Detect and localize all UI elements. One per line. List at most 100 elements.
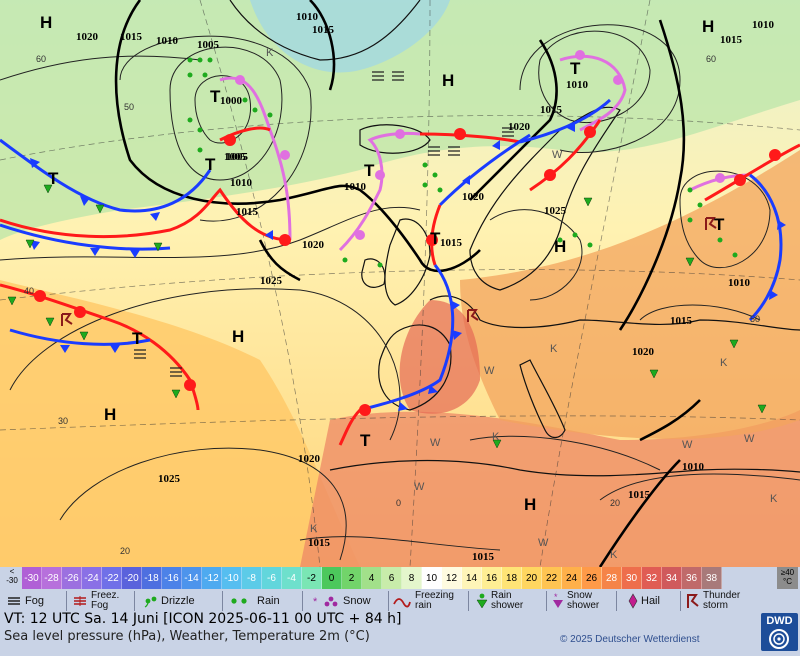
longitude-label: 20 bbox=[610, 498, 620, 508]
scale-cell: 18 bbox=[502, 567, 522, 589]
rain-dot bbox=[187, 57, 193, 63]
cold-front-barb bbox=[60, 345, 70, 353]
occlusion-bulb bbox=[375, 170, 385, 180]
thunderstorm-symbol bbox=[467, 309, 479, 322]
legend-divider bbox=[546, 591, 547, 611]
isobar-label: 1020 bbox=[632, 346, 655, 358]
scale-low-value: -30 bbox=[6, 576, 18, 585]
isobar-label: 1015 bbox=[308, 537, 331, 549]
legend-divider bbox=[616, 591, 617, 611]
svg-text:*: * bbox=[554, 593, 558, 602]
isobar-label: 1015 bbox=[440, 237, 463, 249]
isobar-label: 1010 bbox=[156, 35, 179, 47]
isobar-label: 1015 bbox=[670, 315, 693, 327]
legend-label-freezing-fog: Freez. Fog bbox=[91, 590, 119, 611]
legend-label-rain-shower: Rain shower bbox=[491, 590, 523, 611]
rain-dot bbox=[437, 187, 443, 193]
high-pressure-label: H bbox=[232, 327, 244, 346]
high-pressure-label: H bbox=[554, 237, 566, 256]
temperature-color-scale: -30 -28 -26 -24 -22 -20 -18 -16 -14 -12 -10 -8 -6 -4-… bbox=[22, 567, 722, 589]
low-pressure-label: T bbox=[364, 161, 375, 180]
latitude-label: 50 bbox=[124, 102, 134, 112]
weather-letter: K bbox=[492, 431, 500, 443]
hail-icon bbox=[628, 592, 638, 609]
scale-cell: -16 bbox=[162, 567, 182, 589]
isobar-major bbox=[598, 459, 681, 567]
coast-greenland bbox=[229, 0, 421, 61]
weather-letter: K bbox=[310, 523, 318, 535]
scale-high-value: ≥40 bbox=[780, 568, 795, 577]
fog-symbol bbox=[448, 146, 460, 156]
isobar-label: 1015 bbox=[120, 31, 143, 43]
rain-dot bbox=[197, 127, 203, 133]
isobar-label: 1010 bbox=[344, 181, 367, 193]
scale-cell: 6 bbox=[382, 567, 402, 589]
cold-front-barb bbox=[90, 248, 100, 256]
rain-shower-symbol bbox=[45, 317, 55, 327]
fog-symbol bbox=[372, 71, 384, 81]
legend-label-snow-shower-line2: shower bbox=[567, 599, 600, 611]
scale-cell: -12 bbox=[202, 567, 222, 589]
occlusion-bulb bbox=[235, 75, 245, 85]
cold-front bbox=[9, 328, 151, 346]
rain-dot bbox=[187, 117, 193, 123]
warm-front-bulb bbox=[34, 290, 46, 302]
isobar-label: 1005 bbox=[226, 151, 249, 163]
isobar-major bbox=[114, 0, 481, 273]
low-pressure-label: T bbox=[570, 59, 581, 78]
legend-label-freezing-rain: Freezing rain bbox=[415, 590, 454, 611]
scale-cell: 38 bbox=[702, 567, 722, 589]
legend-divider bbox=[66, 591, 67, 611]
warm-front bbox=[338, 408, 362, 446]
weather-letter: K bbox=[550, 343, 558, 355]
occlusion-bulb bbox=[395, 129, 405, 139]
occlusion-bulb bbox=[575, 50, 585, 60]
cold-front-barb bbox=[80, 196, 90, 206]
rain-shower-symbol bbox=[649, 369, 659, 379]
rain-dot bbox=[197, 147, 203, 153]
high-pressure-label: H bbox=[524, 495, 536, 514]
legend-label-snow-shower-line1: Snow bbox=[567, 589, 593, 601]
isobar-label: 1015 bbox=[312, 24, 335, 36]
snow-shower-icon: * bbox=[552, 593, 564, 609]
rain-shower-symbol bbox=[25, 239, 35, 249]
legend-item-snow: * Snow bbox=[312, 590, 371, 611]
occluded-front bbox=[338, 131, 421, 252]
cold-front-barb bbox=[452, 330, 462, 340]
rain-shower-symbol bbox=[79, 331, 89, 341]
scale-cell: -8 bbox=[242, 567, 262, 589]
drizzle-icon bbox=[144, 594, 158, 608]
legend-label-fog: Fog bbox=[25, 594, 44, 607]
isobar-label: 1000 bbox=[220, 95, 243, 107]
rain-shower-symbol bbox=[7, 296, 17, 306]
rain-dot bbox=[432, 172, 438, 178]
low-pressure-label: T bbox=[430, 229, 441, 248]
scale-cell: 36 bbox=[682, 567, 702, 589]
scale-cell: 30 bbox=[622, 567, 642, 589]
warm-front-bulb bbox=[544, 169, 556, 181]
legend-label-thunderstorm: Thunder storm bbox=[703, 590, 740, 611]
scale-cell: -18 bbox=[142, 567, 162, 589]
isobar bbox=[639, 304, 761, 321]
fog-symbol bbox=[502, 127, 514, 137]
high-pressure-label: H bbox=[702, 17, 714, 36]
isobar bbox=[0, 206, 421, 261]
isobar-label: 1020 bbox=[298, 453, 321, 465]
coastlines bbox=[229, 0, 800, 477]
isobar-label: 1015 bbox=[540, 104, 563, 116]
rain-dot bbox=[687, 217, 693, 223]
weather-letter: W bbox=[538, 537, 549, 549]
legend-item-rain-shower: Rain shower bbox=[476, 590, 523, 611]
weather-letter: W bbox=[430, 437, 441, 449]
warm-front-bulb bbox=[426, 234, 438, 246]
legend-item-hail: Hail bbox=[628, 590, 660, 611]
rain-shower-symbol bbox=[685, 257, 695, 267]
legend-label-freezing-fog-line2: Fog bbox=[91, 599, 109, 611]
rain-symbols bbox=[187, 57, 738, 268]
legend-item-fog: Fog bbox=[6, 590, 44, 611]
weather-letter: K bbox=[266, 47, 274, 59]
isobar-label: 1015 bbox=[628, 489, 651, 501]
pressure-centers: H H H H H H H T T T T T T T T T bbox=[40, 13, 725, 514]
rain-dot bbox=[587, 242, 593, 248]
isobar bbox=[519, 24, 681, 153]
